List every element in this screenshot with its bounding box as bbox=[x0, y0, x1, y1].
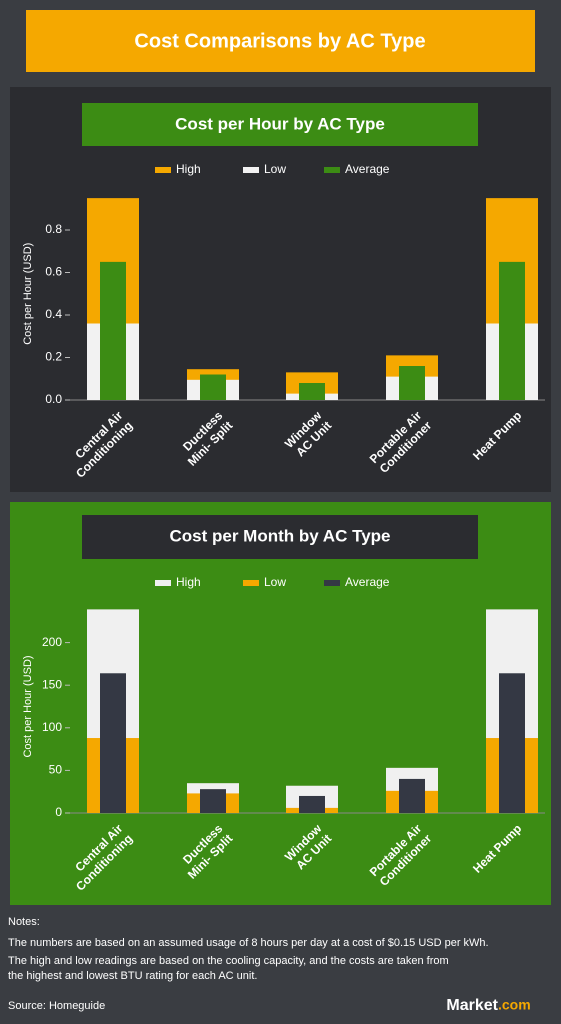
legend-label: Low bbox=[264, 575, 286, 589]
bar bbox=[100, 261, 126, 400]
source: Source: Homeguide bbox=[8, 1000, 105, 1012]
logo: Market bbox=[446, 997, 498, 1014]
y-axis-label: Cost per Hour (USD) bbox=[22, 655, 34, 757]
y-axis-label: Cost per Hour (USD) bbox=[22, 243, 34, 345]
legend-swatch bbox=[324, 167, 340, 173]
legend-label: Average bbox=[345, 575, 390, 589]
chart-title: Cost per Hour by AC Type bbox=[175, 114, 385, 133]
note: the highest and lowest BTU rating for ea… bbox=[8, 970, 257, 982]
y-tick-label: 100 bbox=[42, 720, 62, 734]
y-tick-label: 50 bbox=[49, 763, 63, 777]
bar bbox=[499, 673, 525, 813]
legend-swatch bbox=[155, 167, 171, 173]
legend-label: Average bbox=[345, 162, 390, 176]
y-tick-label: 0.8 bbox=[45, 222, 62, 236]
legend-swatch bbox=[243, 167, 259, 173]
bar bbox=[100, 673, 126, 813]
chart-title: Cost per Month by AC Type bbox=[170, 526, 391, 545]
title-banner bbox=[26, 10, 535, 72]
y-tick-label: 0.0 bbox=[45, 392, 62, 406]
legend-swatch bbox=[324, 580, 340, 586]
panel-header bbox=[82, 103, 478, 146]
y-tick-label: 0.4 bbox=[45, 307, 62, 321]
bar bbox=[299, 383, 325, 400]
y-tick-label: 0.2 bbox=[45, 350, 62, 364]
bar bbox=[200, 789, 226, 813]
bar bbox=[499, 261, 525, 400]
panel-header bbox=[82, 515, 478, 559]
y-tick-label: 200 bbox=[42, 635, 62, 649]
bar bbox=[399, 366, 425, 400]
legend-label: Low bbox=[264, 162, 286, 176]
legend-swatch bbox=[155, 580, 171, 586]
bar bbox=[200, 374, 226, 400]
bar bbox=[299, 795, 325, 813]
note: The high and low readings are based on t… bbox=[8, 955, 449, 967]
bar bbox=[399, 778, 425, 813]
legend-swatch bbox=[243, 580, 259, 586]
note: The numbers are based on an assumed usag… bbox=[8, 937, 489, 949]
logo-suffix: .com bbox=[498, 997, 531, 1013]
notes-heading: Notes: bbox=[8, 916, 40, 928]
y-tick-label: 0 bbox=[55, 805, 62, 819]
y-tick-label: 0.6 bbox=[45, 265, 62, 279]
y-tick-label: 150 bbox=[42, 677, 62, 691]
main-title: Cost Comparisons by AC Type bbox=[134, 30, 425, 52]
legend-label: High bbox=[176, 575, 201, 589]
legend-label: High bbox=[176, 162, 201, 176]
